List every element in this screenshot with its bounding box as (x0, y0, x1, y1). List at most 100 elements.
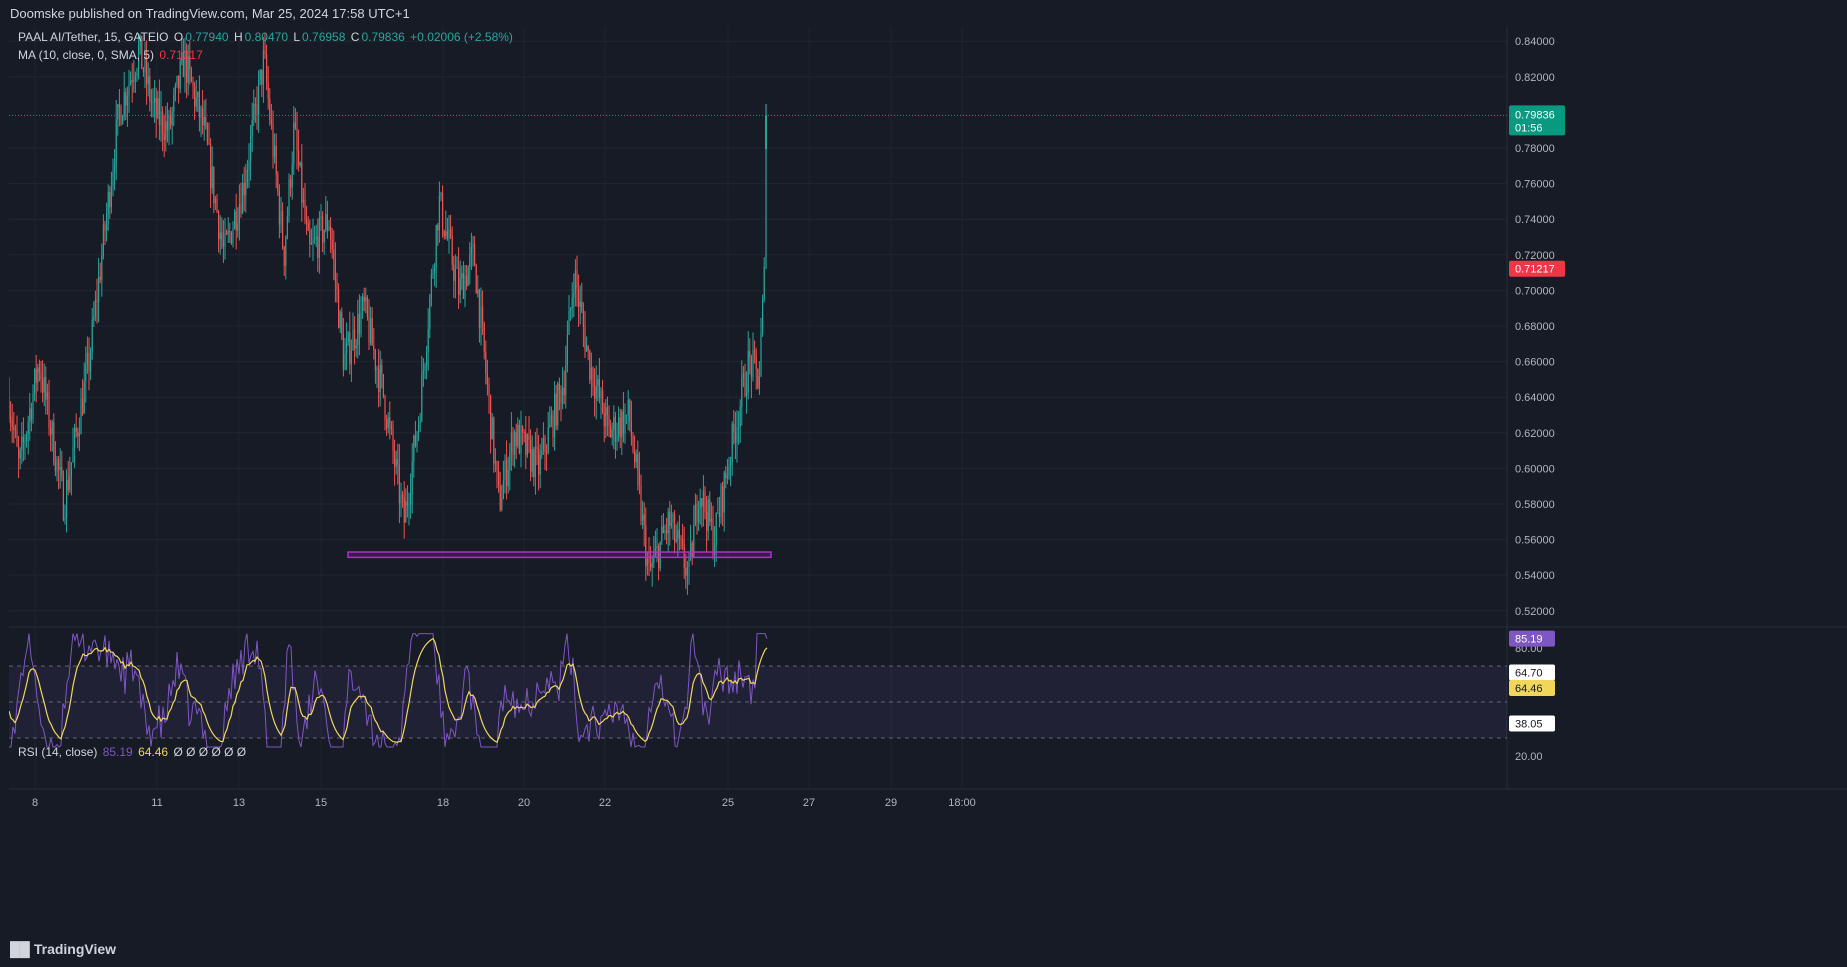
candle-body (246, 169, 248, 183)
candle-body (622, 411, 624, 434)
candle-body (621, 411, 623, 438)
candle-body (550, 415, 552, 424)
candle-body (234, 211, 236, 229)
candle-body (710, 518, 712, 522)
candle-body (381, 365, 383, 375)
candle-body (88, 352, 90, 372)
tradingview-brand[interactable]: ██ TradingView (10, 941, 116, 957)
ma-value: 0.71217 (159, 48, 203, 62)
candle-body (398, 464, 400, 504)
candle-body (470, 246, 472, 255)
candle-body (291, 164, 293, 188)
candle-body (62, 475, 64, 520)
time-tick-label: 15 (315, 797, 327, 809)
candle-body (326, 213, 328, 230)
candle-body (253, 104, 255, 121)
candle-body (696, 504, 698, 523)
rsi-badge (1509, 715, 1555, 732)
candle-body (406, 501, 408, 506)
candle-body (227, 230, 229, 234)
candle-body (722, 486, 724, 513)
candle-body (570, 308, 572, 311)
current-price-badge (1509, 105, 1565, 136)
candle-body (526, 434, 528, 455)
candle-body (752, 349, 754, 378)
candle-body (339, 312, 341, 328)
rsi-value-1: 85.19 (102, 745, 133, 759)
candle-body (104, 224, 106, 231)
candle-body (405, 501, 407, 523)
candle-body (112, 172, 114, 188)
candle-body (576, 270, 578, 290)
candle-body (67, 479, 69, 491)
high-value: 0.80470 (244, 30, 288, 44)
candle-body (760, 333, 762, 376)
candle-body (221, 232, 223, 241)
candle-body (518, 424, 520, 454)
candle-body (163, 134, 165, 141)
symbol-label[interactable]: PAAL AI/Tether, 15, GATEIO (18, 30, 169, 44)
candle-body (614, 416, 616, 442)
candle-body (685, 568, 687, 576)
candle-body (757, 368, 759, 389)
candle-body (98, 276, 100, 303)
candle-body (672, 514, 674, 523)
candle-body (493, 417, 495, 464)
candle-body (422, 370, 424, 374)
candle-body (366, 297, 368, 318)
candle-body (29, 408, 31, 423)
candle-body (715, 512, 717, 546)
chart-area[interactable]: 0.84000 0.82000 0.78000 0.76000 0.74000 0.720… (8, 27, 1847, 929)
candle-body (595, 385, 597, 399)
rsi-label[interactable]: RSI (14, close) (18, 745, 98, 759)
candle-body (624, 414, 626, 434)
price-tick-label: 0.52000 (1515, 606, 1555, 618)
candle-body (426, 351, 428, 366)
candle-body (80, 398, 82, 434)
tradingview-label: TradingView (33, 941, 117, 957)
candle-body (474, 244, 476, 266)
candle-body (128, 84, 130, 97)
candle-body (123, 92, 125, 117)
candle-body (285, 237, 287, 266)
candle-body (571, 297, 573, 309)
candle-body (651, 563, 653, 568)
time-tick-label: 11 (151, 797, 162, 809)
candle-body (515, 432, 517, 447)
candle-body (477, 289, 479, 294)
candle-body (48, 392, 50, 429)
rsi-extras: Ø Ø Ø Ø Ø Ø (173, 745, 247, 759)
candle-body (200, 107, 202, 118)
candle-body (179, 61, 181, 89)
candle-body (14, 429, 16, 431)
candle-body (59, 467, 61, 470)
candle-body (331, 239, 333, 250)
candle-body (522, 426, 524, 432)
candle-body (206, 125, 208, 143)
time-tick-label: 18:00 (948, 797, 976, 809)
candle-body (16, 430, 18, 447)
close-value: 0.79836 (361, 30, 405, 44)
candle-body (693, 524, 695, 558)
chart-svg[interactable]: 0.84000 0.82000 0.78000 0.76000 0.74000 0.720… (8, 27, 1847, 929)
candle-body (158, 98, 160, 125)
candle-body (507, 469, 509, 487)
candle-body (712, 518, 714, 555)
candle-body (702, 490, 704, 507)
candle-body (560, 390, 562, 404)
candle-body (616, 434, 618, 442)
candle-body (248, 162, 250, 170)
candle-body (346, 341, 348, 355)
candle-body (21, 436, 23, 450)
candle-body (144, 58, 146, 72)
candle-body (646, 558, 648, 567)
candle-body (414, 435, 416, 446)
candle-body (66, 479, 68, 518)
price-tick-label: 0.64000 (1515, 392, 1555, 404)
candle-body (91, 319, 93, 353)
price-axis: 0.84000 0.82000 0.78000 0.76000 0.74000 0.720… (1509, 36, 1565, 618)
candle-body (154, 98, 156, 102)
candle-body (173, 94, 175, 112)
candle-body (83, 381, 85, 414)
ma-label[interactable]: MA (10, close, 0, SMA, 5) (18, 48, 155, 62)
